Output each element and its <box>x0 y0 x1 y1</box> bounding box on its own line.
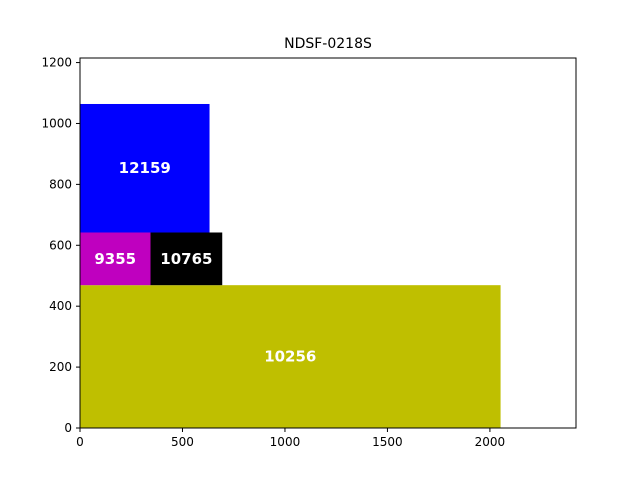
y-tick-label: 1200 <box>41 56 72 70</box>
rect-label-9355: 9355 <box>94 250 136 268</box>
x-tick-label: 2000 <box>475 435 506 449</box>
y-tick-label: 600 <box>49 238 72 252</box>
rects-layer <box>80 103 501 428</box>
rect-9355 <box>80 232 151 286</box>
x-axis: 0 500 1000 1500 2000 <box>76 428 505 449</box>
x-tick-label: 1500 <box>372 435 403 449</box>
x-tick-label: 0 <box>76 435 84 449</box>
x-tick-label: 1000 <box>270 435 301 449</box>
rect-label-10256: 10256 <box>264 348 316 366</box>
chart-title: NDSF-0218S <box>284 36 372 52</box>
x-tick-label: 500 <box>171 435 194 449</box>
rect-12159 <box>80 103 210 233</box>
y-tick-label: 0 <box>64 421 72 435</box>
labels-layer: 10256 9355 10765 12159 <box>94 159 316 365</box>
y-axis: 0 200 400 600 800 1000 1200 <box>41 56 80 435</box>
y-tick-label: 200 <box>49 360 72 374</box>
rect-10256 <box>80 285 501 428</box>
rect-label-12159: 12159 <box>119 159 171 177</box>
plot-frame <box>79 57 577 429</box>
rect-10765 <box>150 232 223 286</box>
y-tick-label: 1000 <box>41 116 72 130</box>
rect-label-10765: 10765 <box>160 250 212 268</box>
y-tick-label: 800 <box>49 177 72 191</box>
y-tick-label: 400 <box>49 299 72 313</box>
